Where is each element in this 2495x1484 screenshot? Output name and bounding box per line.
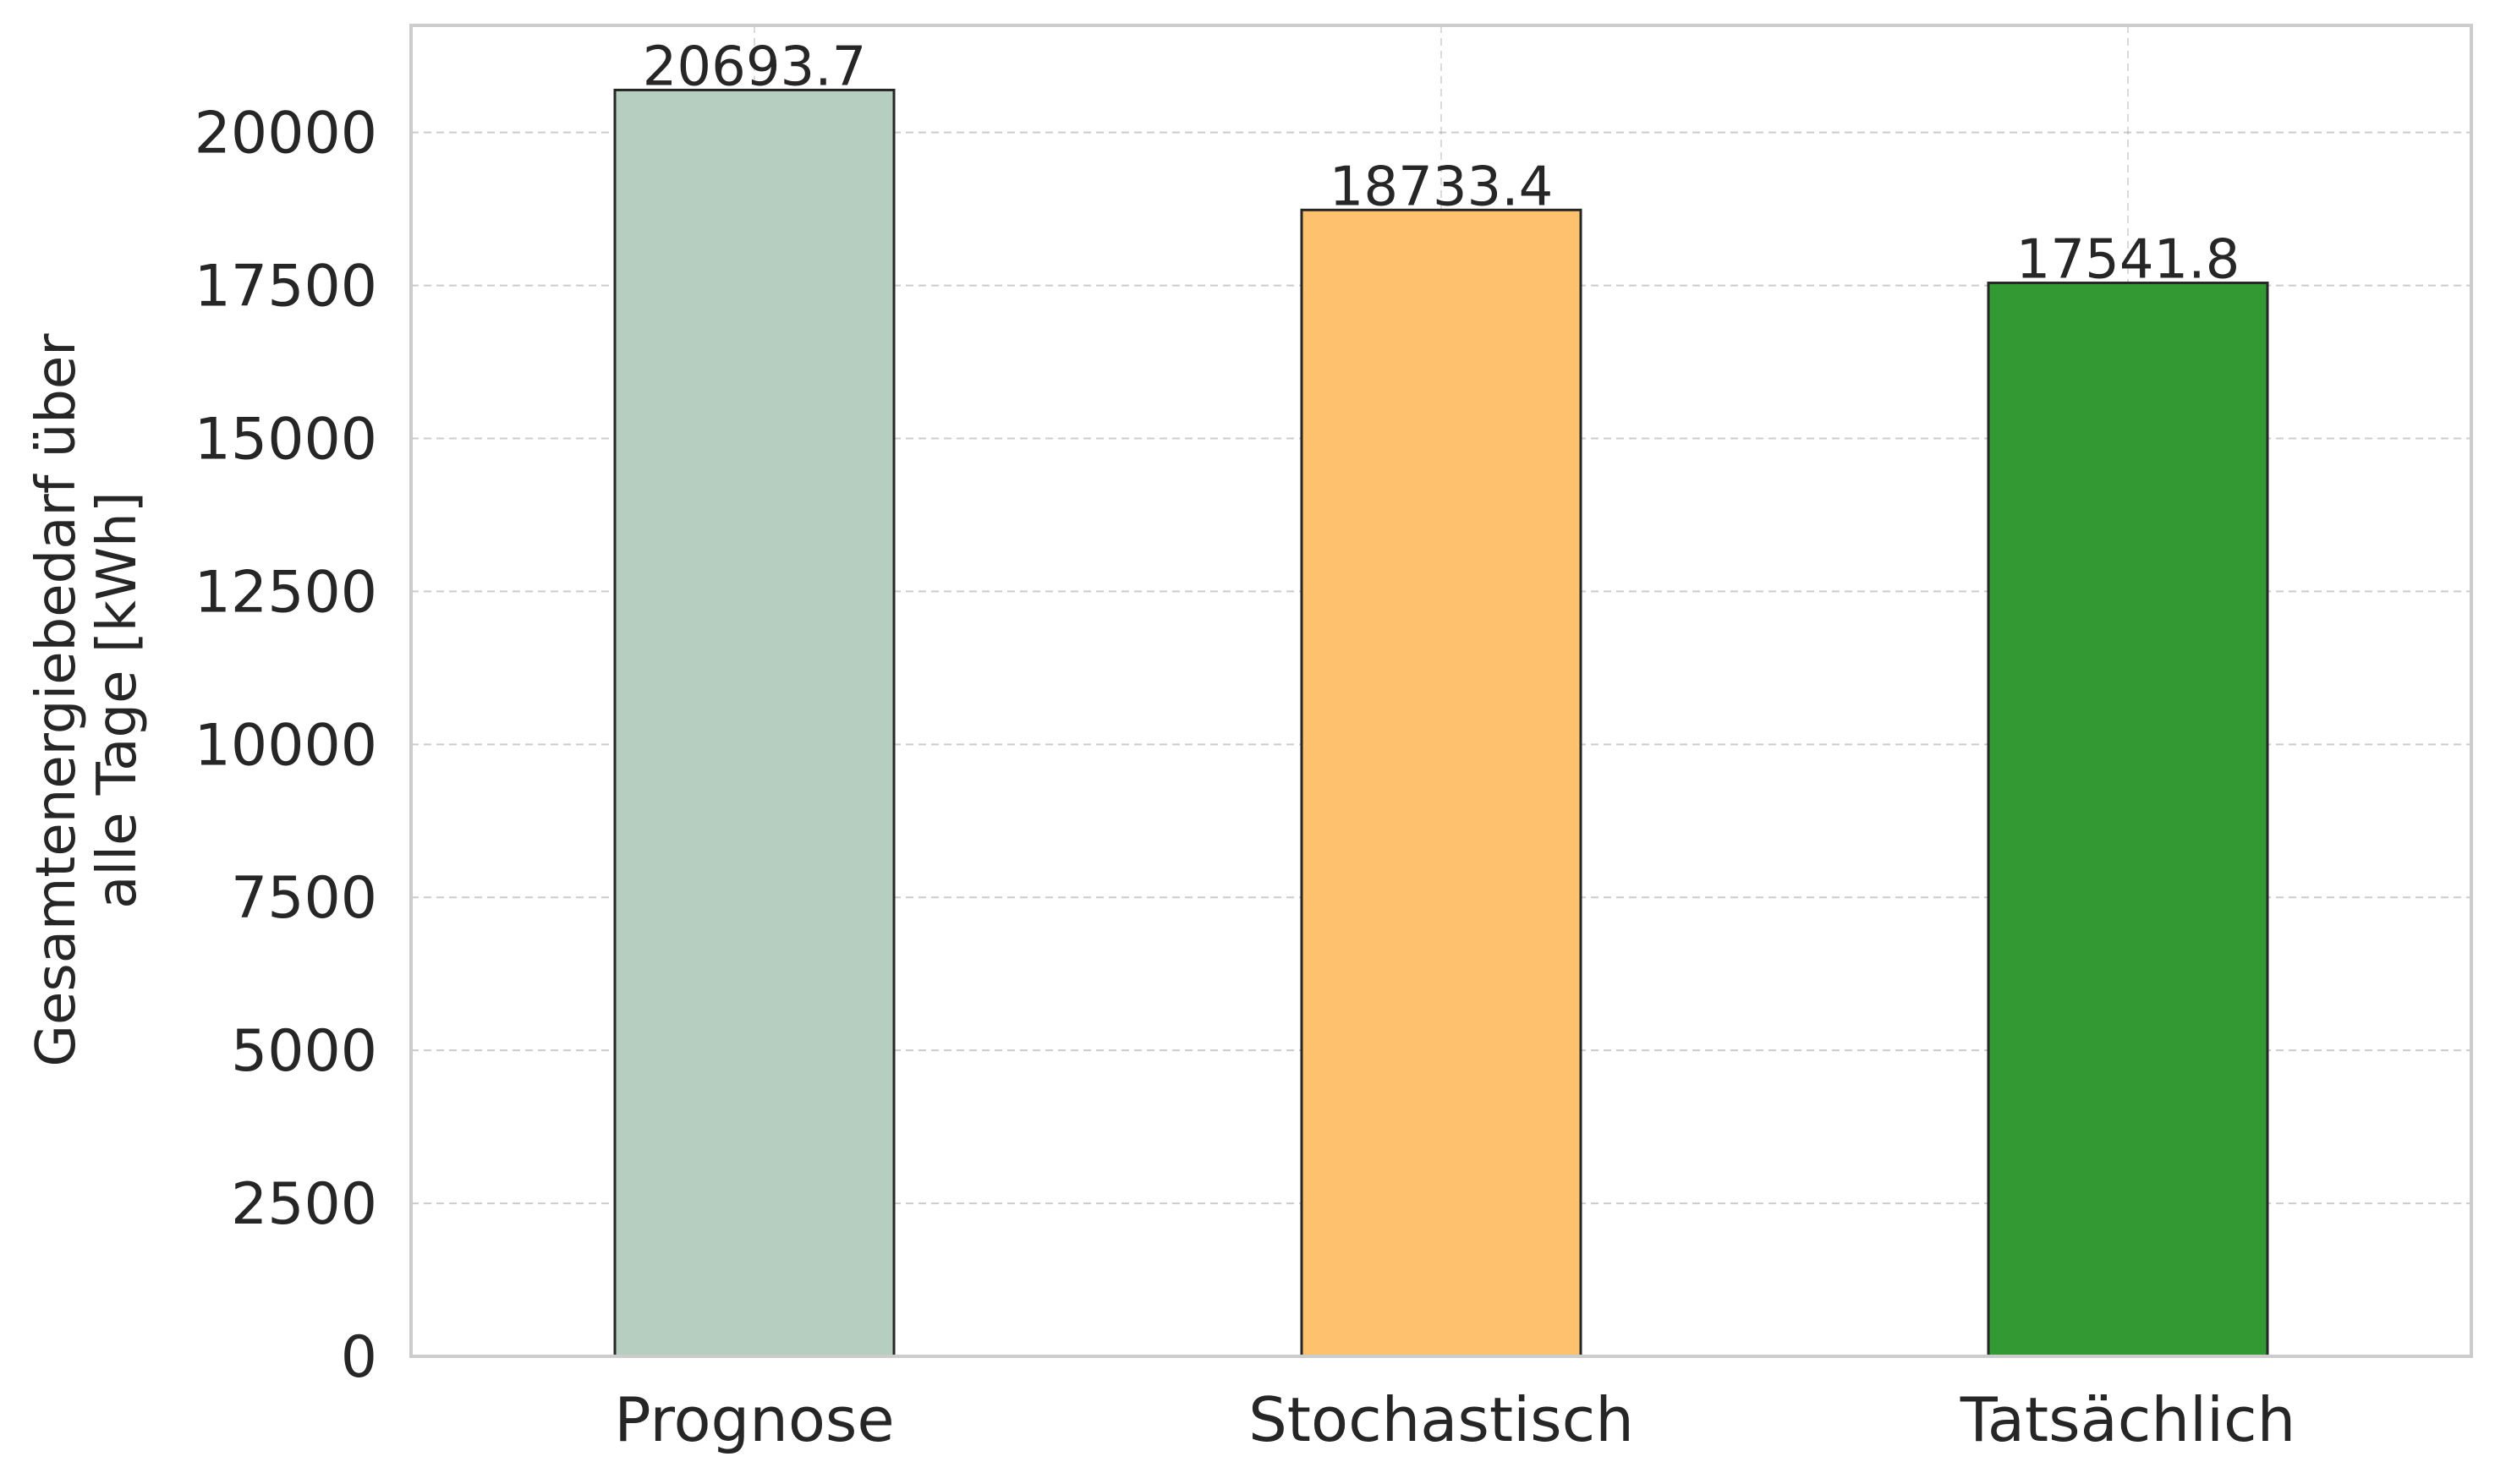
x-tick-label: Stochastisch: [1248, 1384, 1634, 1455]
axis-ticks: 0 2500 5000 7500 10000 12500 15000 17500 20000 Pr…: [195, 101, 2296, 1455]
value-labels: 20693.7 18733.4 17541.8: [643, 36, 2240, 291]
y-axis-label-line-2: alle Tage [kWh]: [86, 491, 149, 908]
bar: [1987, 282, 2269, 1358]
bar-value-label: 20693.7: [643, 36, 867, 98]
y-tick-label: 5000: [231, 1018, 377, 1085]
plot-border: [409, 24, 2473, 1358]
y-tick-label: 15000: [195, 406, 377, 473]
bars: [613, 88, 2269, 1358]
bar: [1300, 208, 1582, 1358]
y-tick-label: 20000: [195, 101, 377, 167]
bar: [613, 88, 896, 1358]
plot-frame: [409, 24, 2473, 1358]
y-tick-label: 2500: [231, 1171, 377, 1238]
y-tick-label: 17500: [195, 254, 377, 320]
x-tick-label: Prognose: [614, 1384, 894, 1455]
bar-value-label: 17541.8: [2016, 229, 2240, 292]
y-tick-label: 7500: [231, 865, 377, 932]
y-tick-label: 10000: [195, 712, 377, 779]
y-tick-label: 0: [341, 1324, 377, 1391]
x-tick-label: Tatsächlich: [1960, 1384, 2296, 1455]
y-axis-label-line-1: Gesamtenergiebedarf über: [25, 333, 88, 1067]
y-tick-label: 12500: [195, 559, 377, 626]
bar-value-label: 18733.4: [1330, 156, 1554, 218]
